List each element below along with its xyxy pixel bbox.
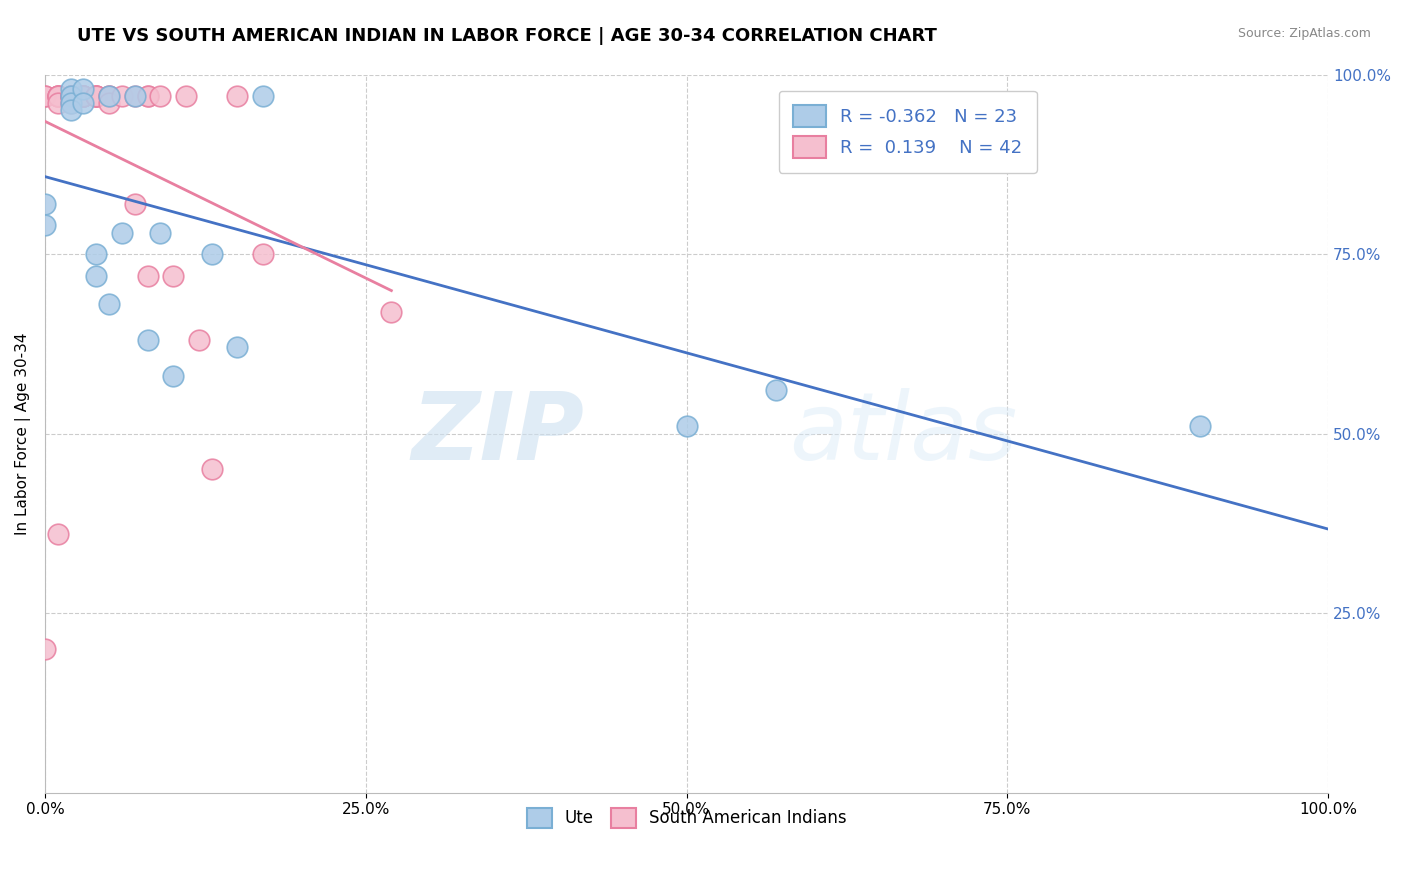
Text: ZIP: ZIP xyxy=(411,388,583,480)
Point xyxy=(72,96,94,111)
Point xyxy=(72,89,94,103)
Point xyxy=(98,89,121,103)
Point xyxy=(72,89,94,103)
Point xyxy=(59,103,82,118)
Point xyxy=(59,89,82,103)
Point xyxy=(84,89,107,103)
Point xyxy=(34,89,56,103)
Point xyxy=(98,89,121,103)
Point xyxy=(136,89,159,103)
Point xyxy=(201,247,224,261)
Point xyxy=(124,89,146,103)
Point xyxy=(136,333,159,347)
Point xyxy=(59,89,82,103)
Point xyxy=(765,384,787,398)
Point xyxy=(59,96,82,111)
Point xyxy=(59,96,82,111)
Point xyxy=(72,89,94,103)
Point xyxy=(84,89,107,103)
Point xyxy=(136,89,159,103)
Point xyxy=(98,96,121,111)
Point xyxy=(59,89,82,103)
Point xyxy=(46,89,69,103)
Point xyxy=(59,89,82,103)
Text: Source: ZipAtlas.com: Source: ZipAtlas.com xyxy=(1237,27,1371,40)
Text: atlas: atlas xyxy=(789,388,1018,479)
Point xyxy=(162,268,184,283)
Point xyxy=(136,268,159,283)
Point xyxy=(84,247,107,261)
Point xyxy=(1188,419,1211,434)
Point xyxy=(98,297,121,311)
Point xyxy=(252,89,274,103)
Point xyxy=(46,89,69,103)
Point xyxy=(675,419,697,434)
Point xyxy=(72,89,94,103)
Point xyxy=(226,340,249,354)
Point xyxy=(59,89,82,103)
Y-axis label: In Labor Force | Age 30-34: In Labor Force | Age 30-34 xyxy=(15,333,31,535)
Point xyxy=(34,196,56,211)
Point xyxy=(111,89,134,103)
Point xyxy=(59,82,82,96)
Point xyxy=(98,89,121,103)
Point xyxy=(84,89,107,103)
Point xyxy=(124,89,146,103)
Point xyxy=(46,89,69,103)
Point xyxy=(124,196,146,211)
Point xyxy=(34,89,56,103)
Point xyxy=(187,333,209,347)
Point xyxy=(46,89,69,103)
Point xyxy=(149,226,172,240)
Point xyxy=(84,268,107,283)
Point xyxy=(46,96,69,111)
Point xyxy=(72,89,94,103)
Point xyxy=(72,82,94,96)
Point xyxy=(34,219,56,233)
Point xyxy=(380,304,402,318)
Point xyxy=(174,89,197,103)
Legend: Ute, South American Indians: Ute, South American Indians xyxy=(520,801,853,835)
Point xyxy=(252,247,274,261)
Point xyxy=(226,89,249,103)
Point xyxy=(59,89,82,103)
Point xyxy=(111,226,134,240)
Text: UTE VS SOUTH AMERICAN INDIAN IN LABOR FORCE | AGE 30-34 CORRELATION CHART: UTE VS SOUTH AMERICAN INDIAN IN LABOR FO… xyxy=(77,27,938,45)
Point xyxy=(149,89,172,103)
Point xyxy=(46,527,69,541)
Point xyxy=(162,369,184,384)
Point xyxy=(72,89,94,103)
Point xyxy=(34,642,56,657)
Point xyxy=(201,462,224,476)
Point xyxy=(84,89,107,103)
